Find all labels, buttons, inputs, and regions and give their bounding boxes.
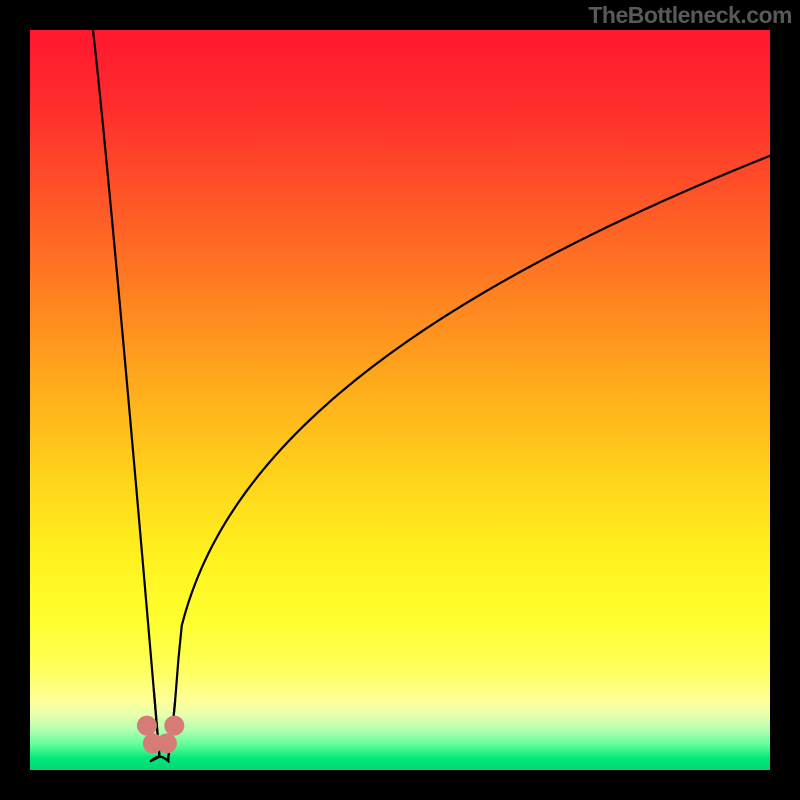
dip-marker (164, 716, 184, 736)
plot-background (30, 30, 770, 770)
bottleneck-chart (0, 0, 800, 800)
dip-marker (137, 716, 157, 736)
watermark-text: TheBottleneck.com (588, 2, 792, 29)
dip-marker (157, 733, 177, 753)
chart-container: TheBottleneck.com (0, 0, 800, 800)
